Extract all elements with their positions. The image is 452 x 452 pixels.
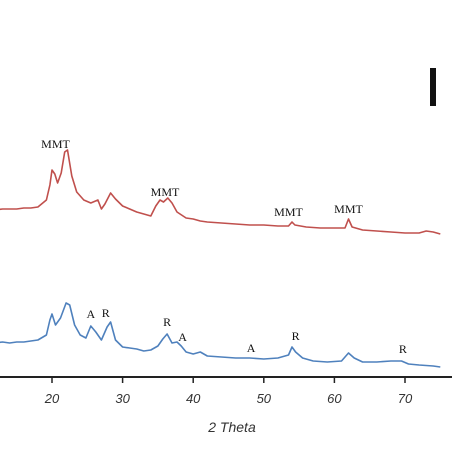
- series-line-blue: [0, 302, 441, 368]
- peak-label: R: [399, 342, 407, 356]
- peak-label: A: [247, 341, 256, 355]
- x-tick-label: 20: [44, 391, 60, 406]
- x-tick-label: 50: [257, 391, 272, 406]
- series-layer: [0, 149, 441, 368]
- peak-label: A: [86, 307, 95, 321]
- x-axis: 20 30 40 50 60 70: [0, 376, 452, 406]
- peak-label: MMT: [334, 202, 363, 216]
- series-line-red: [0, 149, 441, 235]
- panel-label-mark: [430, 68, 436, 106]
- x-tick-label: 60: [327, 391, 342, 406]
- panel-label: [430, 68, 436, 106]
- peak-label: A: [178, 330, 187, 344]
- x-axis-title: 2 Theta: [207, 419, 256, 435]
- peak-label: MMT: [41, 137, 70, 151]
- peak-label: R: [102, 306, 110, 320]
- peak-label: R: [163, 315, 171, 329]
- peak-label: MMT: [151, 185, 180, 199]
- x-tick-label: 40: [186, 391, 201, 406]
- x-tick-label: 30: [115, 391, 130, 406]
- peak-label: R: [292, 329, 300, 343]
- peak-label: MMT: [274, 205, 303, 219]
- x-tick-label: 70: [398, 391, 413, 406]
